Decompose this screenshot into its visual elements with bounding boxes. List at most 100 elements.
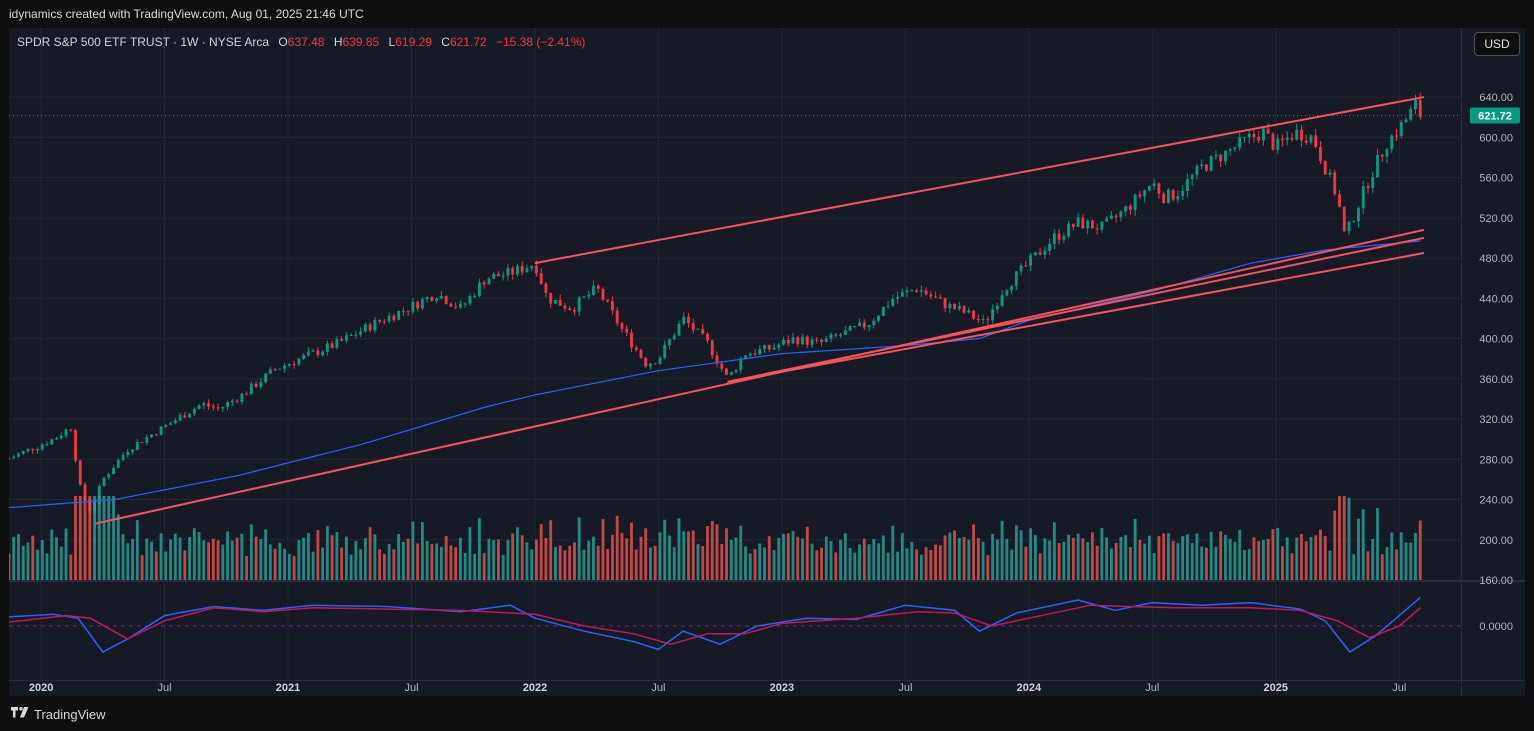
volume-bar <box>544 538 548 580</box>
candle-body <box>1143 190 1147 197</box>
volume-bar <box>772 550 776 580</box>
volume-bar <box>1266 538 1270 580</box>
volume-bar <box>1209 531 1213 580</box>
volume-bar <box>297 540 301 580</box>
price-chart[interactable]: 640.00 600.00 560.00 520.00 480.00 440.00 400.… <box>9 28 1525 696</box>
price-axis[interactable]: 640.00 600.00 560.00 520.00 480.00 440.00 400.… <box>1479 92 1513 587</box>
candle-body <box>444 296 448 304</box>
price-tick-label: 440.00 <box>1479 293 1513 305</box>
candle-body <box>135 442 139 450</box>
candle-body <box>202 403 206 406</box>
candle-body <box>378 319 382 322</box>
chart-panel[interactable]: 640.00 600.00 560.00 520.00 480.00 440.00 400.… <box>9 28 1525 696</box>
candle-body <box>530 265 534 269</box>
volume-bar <box>1271 529 1275 580</box>
candle-body <box>9 458 11 460</box>
candle-body <box>957 306 961 310</box>
candle-body <box>216 407 220 409</box>
candle-body <box>535 265 538 274</box>
candle-body <box>568 308 572 311</box>
volume-bar <box>330 535 334 580</box>
candle-body <box>1309 135 1313 143</box>
volume-bar <box>720 543 724 580</box>
candle-body <box>1219 154 1223 162</box>
candle-body <box>877 315 880 321</box>
candle-body <box>867 325 871 328</box>
candle-body <box>264 373 268 383</box>
candle-body <box>701 328 705 334</box>
volume-bar <box>1057 543 1061 580</box>
candle-body <box>401 310 405 312</box>
time-axis[interactable]: 2020 Jul 2021 Jul 2022 Jul 2023 Jul 2024 Jul 2025 J… <box>29 682 1406 694</box>
candle-body <box>511 268 515 275</box>
volume-bar <box>948 532 952 580</box>
volume-bar <box>406 538 410 580</box>
candle-body <box>558 299 562 306</box>
volume-bar <box>335 532 339 580</box>
volume-bar <box>1124 535 1128 580</box>
volume-bar <box>107 496 111 580</box>
candle-body <box>1000 295 1004 306</box>
candle-body <box>416 301 420 309</box>
candle-body <box>449 303 453 307</box>
candle-body <box>1038 252 1042 255</box>
volume-bar <box>1157 536 1161 580</box>
tradingview-logo-icon[interactable] <box>9 707 31 721</box>
volume-bar <box>715 524 719 580</box>
price-tick-label: 640.00 <box>1479 92 1513 104</box>
volume-bar <box>881 535 885 580</box>
trendline[interactable] <box>534 96 1425 265</box>
volume-bar <box>1010 549 1014 580</box>
volume-bar <box>1086 542 1090 580</box>
candle-body <box>140 442 144 444</box>
price-tick-label: 160.00 <box>1479 575 1513 587</box>
currency-button[interactable]: USD <box>1474 32 1520 56</box>
volume-bar <box>207 542 210 580</box>
volume-bar <box>12 536 16 580</box>
volume-bar <box>235 537 239 580</box>
candle-body <box>435 298 439 301</box>
symbol-title[interactable]: SPDR S&P 500 ETF TRUST · 1W · NYSE Arca <box>17 35 270 49</box>
candle-body <box>625 328 629 333</box>
volume-bar <box>644 528 648 580</box>
candle-body <box>1342 206 1346 232</box>
footer-brand[interactable]: TradingView <box>34 706 106 722</box>
trendline[interactable] <box>727 236 1425 383</box>
candle-body <box>1271 133 1275 150</box>
volume-bar <box>50 529 54 580</box>
candles <box>9 92 1422 514</box>
volume-bar <box>183 550 187 580</box>
volume-bar <box>853 552 857 580</box>
volume-bar <box>202 540 206 580</box>
volume-bar <box>1195 533 1199 580</box>
candle-body <box>886 305 890 307</box>
candle-body <box>934 296 938 298</box>
candle-body <box>554 299 557 304</box>
volume-bar <box>1371 538 1375 580</box>
volume-bar <box>596 545 600 580</box>
open-label: O <box>278 35 288 49</box>
candle-body <box>506 268 510 276</box>
candle-body <box>767 345 771 350</box>
volume-bar <box>725 528 728 580</box>
volume-bar <box>953 530 957 580</box>
volume-bar <box>1162 533 1166 580</box>
volume-bar <box>1276 527 1280 580</box>
volume-bar <box>1262 540 1265 580</box>
volume-bar <box>1399 532 1403 580</box>
volume-bar <box>259 538 263 580</box>
grid <box>9 28 1461 680</box>
candle-body <box>824 338 828 342</box>
volume-bar <box>131 538 134 580</box>
price-tick-label: 360.00 <box>1479 374 1513 386</box>
trendline[interactable] <box>727 252 1425 383</box>
candle-body <box>644 357 648 367</box>
volume-bar <box>682 531 686 580</box>
price-tick-label: 400.00 <box>1479 334 1513 346</box>
candle-body <box>1128 206 1132 210</box>
volume-bar <box>1418 520 1422 580</box>
volume-bar <box>649 547 652 580</box>
candle-body <box>477 282 481 296</box>
candle-body <box>611 301 614 311</box>
moving-average-line <box>9 240 1421 509</box>
